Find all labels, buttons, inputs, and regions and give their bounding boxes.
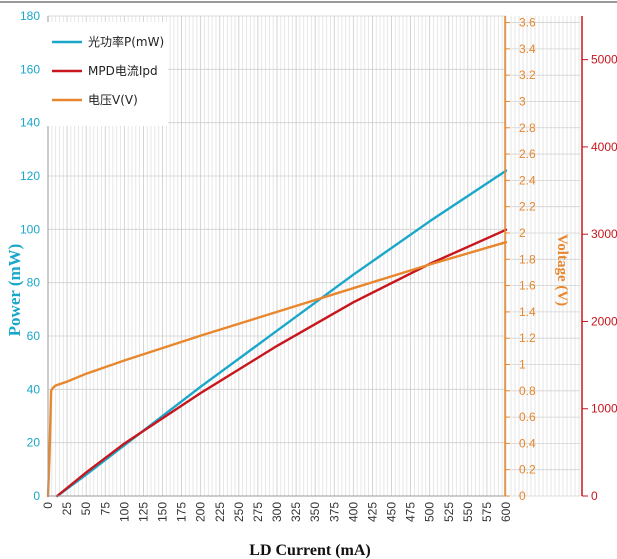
voltage-tick-label: 0.6 xyxy=(519,410,536,424)
x-tick-label: 500 xyxy=(423,502,437,522)
x-tick-label: 125 xyxy=(136,502,150,522)
left-axis-ticks: 0 20 40 60 80 100 120 140 160 180 xyxy=(20,9,40,503)
x-tick-label: 550 xyxy=(461,502,475,522)
voltage-tick-label: 0 xyxy=(519,489,526,503)
voltage-tick-label: 1.4 xyxy=(519,305,536,319)
x-tick-label: 350 xyxy=(308,502,322,522)
legend-label: MPD电流Ipd xyxy=(88,64,158,78)
x-tick-label: 100 xyxy=(117,502,131,522)
series-line xyxy=(56,228,508,498)
voltage-tick-label: 1 xyxy=(519,357,526,371)
voltage-tick-label: 1.2 xyxy=(519,331,536,345)
left-axis-title: Power (mW) xyxy=(5,244,24,337)
right-tick-label: 3000 xyxy=(591,227,617,241)
voltage-tick-label: 2.4 xyxy=(519,173,536,187)
voltage-tick-label: 2.6 xyxy=(519,147,536,161)
legend-label: 光功率P(mW) xyxy=(88,34,164,49)
left-tick-label: 100 xyxy=(20,222,40,236)
left-tick-label: 140 xyxy=(20,116,40,130)
x-tick-label: 75 xyxy=(98,502,112,516)
x-tick-label: 325 xyxy=(289,502,303,522)
x-tick-label: 300 xyxy=(270,502,284,522)
right-tick-label: 5000 xyxy=(591,53,617,67)
voltage-tick-label: 2 xyxy=(519,226,526,240)
right-tick-label: 0 xyxy=(591,489,598,503)
left-tick-label: 20 xyxy=(27,436,41,450)
x-axis-ticks: 0 25 50 75 100 125 150 175 200 225 250 275 300 325 350… xyxy=(41,502,513,522)
x-tick-label: 225 xyxy=(213,502,227,522)
voltage-tick-label: 0.4 xyxy=(519,436,536,450)
voltage-tick-label: 0.8 xyxy=(519,384,536,398)
x-tick-label: 150 xyxy=(156,502,170,522)
x-tick-label: 475 xyxy=(404,502,418,522)
left-tick-label: 180 xyxy=(20,9,40,23)
series-lines xyxy=(46,169,508,498)
voltage-tick-label: 3.4 xyxy=(519,42,536,56)
voltage-tick-label: 3 xyxy=(519,94,526,108)
x-tick-label: 25 xyxy=(60,502,74,516)
axes xyxy=(0,1,617,497)
voltage-axis-title: Voltage (V) xyxy=(554,234,570,306)
left-tick-label: 60 xyxy=(27,329,41,343)
series-line xyxy=(46,240,508,498)
x-tick-label: 425 xyxy=(365,502,379,522)
x-tick-label: 200 xyxy=(194,502,208,522)
left-tick-label: 120 xyxy=(20,169,40,183)
left-tick-label: 40 xyxy=(27,382,41,396)
left-tick-label: 80 xyxy=(27,276,41,290)
series-line xyxy=(56,169,508,498)
left-tick-label: 160 xyxy=(20,62,40,76)
x-tick-label: 0 xyxy=(41,502,55,509)
grid xyxy=(47,15,580,497)
legend: 光功率P(mW) MPD电流Ipd 电压V(V) xyxy=(46,22,168,126)
legend-box xyxy=(46,22,168,126)
voltage-tick-label: 2.2 xyxy=(519,200,536,214)
voltage-tick-label: 1.8 xyxy=(519,252,536,266)
x-tick-label: 375 xyxy=(327,502,341,522)
right-tick-label: 4000 xyxy=(591,140,617,154)
right-axis-ticks: 0 1000 2000 3000 4000 5000 xyxy=(582,53,617,503)
x-tick-label: 50 xyxy=(79,502,93,516)
x-axis-title: LD Current (mA) xyxy=(249,542,370,559)
left-tick-label: 0 xyxy=(33,489,40,503)
voltage-tick-label: 2.8 xyxy=(519,121,536,135)
x-tick-label: 175 xyxy=(175,502,189,522)
x-tick-label: 600 xyxy=(499,502,513,522)
x-tick-label: 575 xyxy=(480,502,494,522)
voltage-tick-label: 3.6 xyxy=(519,16,536,30)
voltage-axis-ticks: 0 0.2 0.4 0.6 0.8 1 1.2 1.4 1.6 1.8 2 2.2 2.4 2.6 2.8 3… xyxy=(505,16,536,503)
x-tick-label: 525 xyxy=(442,502,456,522)
x-tick-label: 400 xyxy=(346,502,360,522)
voltage-tick-label: 1.6 xyxy=(519,279,536,293)
x-tick-label: 275 xyxy=(251,502,265,522)
x-tick-label: 250 xyxy=(232,502,246,522)
right-tick-label: 2000 xyxy=(591,314,617,328)
voltage-tick-label: 3.2 xyxy=(519,68,536,82)
voltage-tick-label: 0.2 xyxy=(519,463,536,477)
right-tick-label: 1000 xyxy=(591,402,617,416)
x-tick-label: 450 xyxy=(385,502,399,522)
legend-label: 电压V(V) xyxy=(88,93,138,107)
